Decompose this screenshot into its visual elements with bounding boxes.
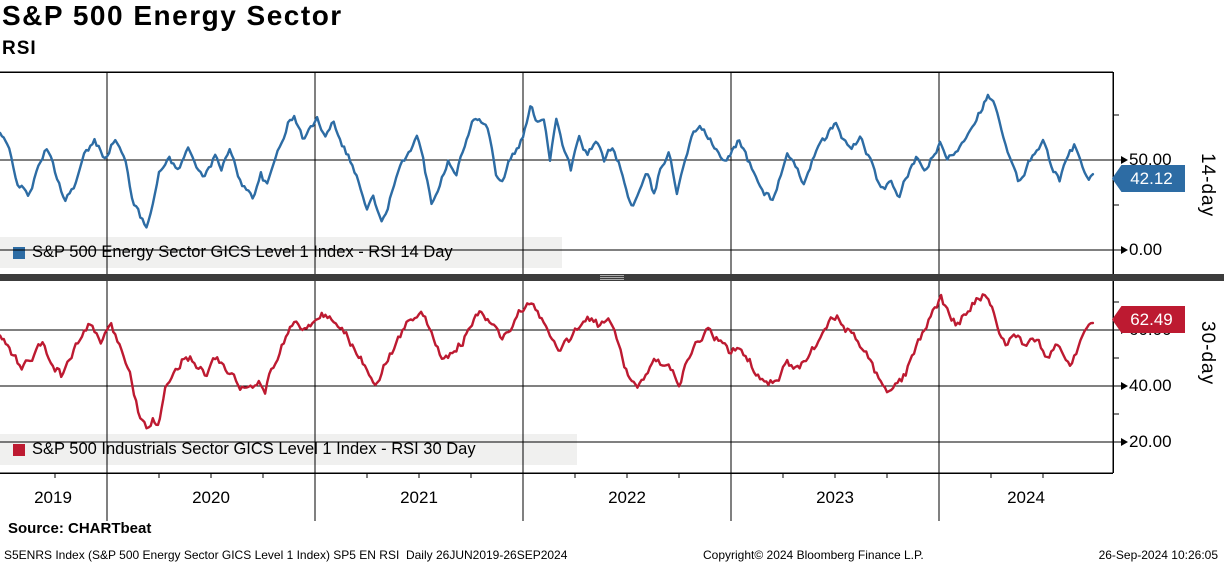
splitter-grip-icon <box>600 275 624 280</box>
page-subtitle: RSI <box>2 38 37 59</box>
year-label-2023: 2023 <box>816 488 854 507</box>
legend-rsi30[interactable]: S&P 500 Industrials Sector GICS Level 1 … <box>0 434 577 465</box>
footer-ticker-info: S5ENRS Index (S&P 500 Energy Sector GICS… <box>4 548 568 562</box>
value-badge-rsi14: 42.12 <box>1112 165 1185 192</box>
y-axis-label-20: 20.00 <box>1129 432 1172 451</box>
footer-copyright: Copyright© 2024 Bloomberg Finance L.P. <box>703 548 924 562</box>
year-label-2020: 2020 <box>192 488 230 507</box>
rsi14-legend-label: S&P 500 Energy Sector GICS Level 1 Index… <box>32 243 453 261</box>
year-label-2022: 2022 <box>608 488 646 507</box>
rsi30-legend-label: S&P 500 Industrials Sector GICS Level 1 … <box>32 440 476 458</box>
rsi14-legend-swatch-icon <box>13 246 25 259</box>
rsi30-legend-swatch-icon <box>13 443 25 456</box>
footer-timestamp: 26-Sep-2024 10:26:05 <box>1098 548 1218 562</box>
panel-label-14day: 14-day <box>1197 152 1218 218</box>
y-axis-label-40: 40.00 <box>1129 376 1172 395</box>
y-axis-label-0: 0.00 <box>1129 240 1163 259</box>
year-label-2021: 2021 <box>400 488 438 507</box>
panel-splitter[interactable] <box>0 274 1224 281</box>
page-title: S&P 500 Energy Sector <box>2 0 343 31</box>
year-label-2024: 2024 <box>1007 488 1045 507</box>
y-axis-label-50: 50.00 <box>1129 150 1172 169</box>
value-badge-rsi30: 62.49 <box>1112 306 1185 333</box>
source-label: Source: CHARTbeat <box>8 520 152 537</box>
panel-label-30day: 30-day <box>1197 320 1218 386</box>
legend-rsi14[interactable]: S&P 500 Energy Sector GICS Level 1 Index… <box>0 237 562 268</box>
year-label-2019: 2019 <box>34 488 72 507</box>
